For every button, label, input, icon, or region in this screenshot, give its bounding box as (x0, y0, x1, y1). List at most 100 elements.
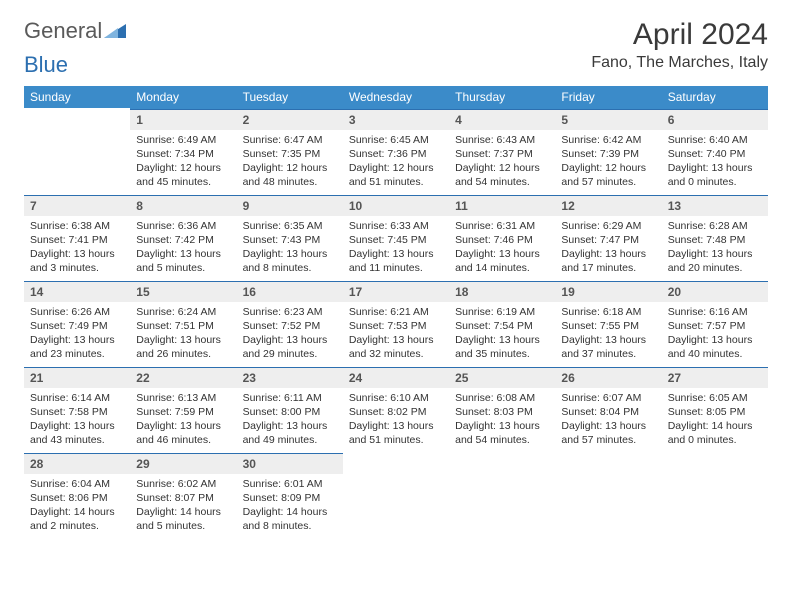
day-details: Sunrise: 6:10 AMSunset: 8:02 PMDaylight:… (343, 388, 449, 452)
calendar-day-cell: 22Sunrise: 6:13 AMSunset: 7:59 PMDayligh… (130, 367, 236, 453)
calendar-week-row: 14Sunrise: 6:26 AMSunset: 7:49 PMDayligh… (24, 281, 768, 367)
day-details: Sunrise: 6:04 AMSunset: 8:06 PMDaylight:… (24, 474, 130, 538)
calendar-table: SundayMondayTuesdayWednesdayThursdayFrid… (24, 86, 768, 539)
calendar-day-cell: 18Sunrise: 6:19 AMSunset: 7:54 PMDayligh… (449, 281, 555, 367)
calendar-day-cell: 19Sunrise: 6:18 AMSunset: 7:55 PMDayligh… (555, 281, 661, 367)
day-details: Sunrise: 6:33 AMSunset: 7:45 PMDaylight:… (343, 216, 449, 280)
weekday-header: Sunday (24, 86, 130, 109)
day-number: 19 (555, 281, 661, 302)
weekday-header: Wednesday (343, 86, 449, 109)
calendar-day-cell: 13Sunrise: 6:28 AMSunset: 7:48 PMDayligh… (662, 195, 768, 281)
location: Fano, The Marches, Italy (591, 54, 768, 72)
calendar-day-cell: 15Sunrise: 6:24 AMSunset: 7:51 PMDayligh… (130, 281, 236, 367)
weekday-header: Monday (130, 86, 236, 109)
day-number: 6 (662, 109, 768, 130)
calendar-day-cell: 3Sunrise: 6:45 AMSunset: 7:36 PMDaylight… (343, 109, 449, 195)
day-number: 16 (237, 281, 343, 302)
day-details: Sunrise: 6:42 AMSunset: 7:39 PMDaylight:… (555, 130, 661, 194)
calendar-day-cell: 4Sunrise: 6:43 AMSunset: 7:37 PMDaylight… (449, 109, 555, 195)
calendar-day-cell (662, 453, 768, 539)
day-number: 9 (237, 195, 343, 216)
day-details: Sunrise: 6:18 AMSunset: 7:55 PMDaylight:… (555, 302, 661, 366)
day-number: 28 (24, 453, 130, 474)
calendar-day-cell (343, 453, 449, 539)
calendar-day-cell: 1Sunrise: 6:49 AMSunset: 7:34 PMDaylight… (130, 109, 236, 195)
day-number: 29 (130, 453, 236, 474)
day-number: 13 (662, 195, 768, 216)
calendar-day-cell: 9Sunrise: 6:35 AMSunset: 7:43 PMDaylight… (237, 195, 343, 281)
day-number: 2 (237, 109, 343, 130)
day-number: 30 (237, 453, 343, 474)
day-number: 5 (555, 109, 661, 130)
day-details: Sunrise: 6:13 AMSunset: 7:59 PMDaylight:… (130, 388, 236, 452)
day-number: 21 (24, 367, 130, 388)
day-details: Sunrise: 6:40 AMSunset: 7:40 PMDaylight:… (662, 130, 768, 194)
calendar-day-cell: 20Sunrise: 6:16 AMSunset: 7:57 PMDayligh… (662, 281, 768, 367)
day-number: 23 (237, 367, 343, 388)
day-number: 20 (662, 281, 768, 302)
calendar-day-cell: 5Sunrise: 6:42 AMSunset: 7:39 PMDaylight… (555, 109, 661, 195)
day-details: Sunrise: 6:21 AMSunset: 7:53 PMDaylight:… (343, 302, 449, 366)
day-number: 12 (555, 195, 661, 216)
calendar-page: General April 2024 Fano, The Marches, It… (0, 0, 792, 549)
calendar-day-cell: 6Sunrise: 6:40 AMSunset: 7:40 PMDaylight… (662, 109, 768, 195)
day-number: 15 (130, 281, 236, 302)
day-number: 3 (343, 109, 449, 130)
calendar-day-cell (555, 453, 661, 539)
day-details: Sunrise: 6:43 AMSunset: 7:37 PMDaylight:… (449, 130, 555, 194)
calendar-day-cell: 8Sunrise: 6:36 AMSunset: 7:42 PMDaylight… (130, 195, 236, 281)
day-number: 14 (24, 281, 130, 302)
day-number: 18 (449, 281, 555, 302)
day-details: Sunrise: 6:26 AMSunset: 7:49 PMDaylight:… (24, 302, 130, 366)
day-number: 7 (24, 195, 130, 216)
day-details: Sunrise: 6:23 AMSunset: 7:52 PMDaylight:… (237, 302, 343, 366)
logo: General (24, 18, 127, 44)
calendar-day-cell: 14Sunrise: 6:26 AMSunset: 7:49 PMDayligh… (24, 281, 130, 367)
day-details: Sunrise: 6:38 AMSunset: 7:41 PMDaylight:… (24, 216, 130, 280)
day-details: Sunrise: 6:14 AMSunset: 7:58 PMDaylight:… (24, 388, 130, 452)
calendar-day-cell: 27Sunrise: 6:05 AMSunset: 8:05 PMDayligh… (662, 367, 768, 453)
weekday-header-row: SundayMondayTuesdayWednesdayThursdayFrid… (24, 86, 768, 109)
logo-triangle-icon (104, 18, 126, 44)
day-details: Sunrise: 6:05 AMSunset: 8:05 PMDaylight:… (662, 388, 768, 452)
day-details: Sunrise: 6:01 AMSunset: 8:09 PMDaylight:… (237, 474, 343, 538)
weekday-header: Saturday (662, 86, 768, 109)
day-details: Sunrise: 6:35 AMSunset: 7:43 PMDaylight:… (237, 216, 343, 280)
calendar-day-cell: 30Sunrise: 6:01 AMSunset: 8:09 PMDayligh… (237, 453, 343, 539)
day-number: 26 (555, 367, 661, 388)
day-details: Sunrise: 6:08 AMSunset: 8:03 PMDaylight:… (449, 388, 555, 452)
calendar-body: 1Sunrise: 6:49 AMSunset: 7:34 PMDaylight… (24, 109, 768, 539)
day-details: Sunrise: 6:02 AMSunset: 8:07 PMDaylight:… (130, 474, 236, 538)
calendar-week-row: 28Sunrise: 6:04 AMSunset: 8:06 PMDayligh… (24, 453, 768, 539)
calendar-day-cell: 17Sunrise: 6:21 AMSunset: 7:53 PMDayligh… (343, 281, 449, 367)
day-number: 24 (343, 367, 449, 388)
calendar-week-row: 7Sunrise: 6:38 AMSunset: 7:41 PMDaylight… (24, 195, 768, 281)
day-details: Sunrise: 6:47 AMSunset: 7:35 PMDaylight:… (237, 130, 343, 194)
day-number: 17 (343, 281, 449, 302)
weekday-header: Tuesday (237, 86, 343, 109)
day-details: Sunrise: 6:24 AMSunset: 7:51 PMDaylight:… (130, 302, 236, 366)
logo-text-general: General (24, 18, 102, 44)
day-number: 27 (662, 367, 768, 388)
calendar-day-cell: 10Sunrise: 6:33 AMSunset: 7:45 PMDayligh… (343, 195, 449, 281)
calendar-day-cell: 23Sunrise: 6:11 AMSunset: 8:00 PMDayligh… (237, 367, 343, 453)
calendar-day-cell (24, 109, 130, 195)
calendar-day-cell: 11Sunrise: 6:31 AMSunset: 7:46 PMDayligh… (449, 195, 555, 281)
day-details: Sunrise: 6:07 AMSunset: 8:04 PMDaylight:… (555, 388, 661, 452)
weekday-header: Friday (555, 86, 661, 109)
day-details: Sunrise: 6:16 AMSunset: 7:57 PMDaylight:… (662, 302, 768, 366)
calendar-day-cell: 28Sunrise: 6:04 AMSunset: 8:06 PMDayligh… (24, 453, 130, 539)
day-number: 11 (449, 195, 555, 216)
calendar-day-cell: 26Sunrise: 6:07 AMSunset: 8:04 PMDayligh… (555, 367, 661, 453)
day-details: Sunrise: 6:31 AMSunset: 7:46 PMDaylight:… (449, 216, 555, 280)
weekday-header: Thursday (449, 86, 555, 109)
calendar-day-cell (449, 453, 555, 539)
day-details: Sunrise: 6:49 AMSunset: 7:34 PMDaylight:… (130, 130, 236, 194)
day-details: Sunrise: 6:36 AMSunset: 7:42 PMDaylight:… (130, 216, 236, 280)
calendar-day-cell: 21Sunrise: 6:14 AMSunset: 7:58 PMDayligh… (24, 367, 130, 453)
day-number: 10 (343, 195, 449, 216)
calendar-day-cell: 16Sunrise: 6:23 AMSunset: 7:52 PMDayligh… (237, 281, 343, 367)
day-number: 25 (449, 367, 555, 388)
calendar-day-cell: 2Sunrise: 6:47 AMSunset: 7:35 PMDaylight… (237, 109, 343, 195)
calendar-week-row: 1Sunrise: 6:49 AMSunset: 7:34 PMDaylight… (24, 109, 768, 195)
